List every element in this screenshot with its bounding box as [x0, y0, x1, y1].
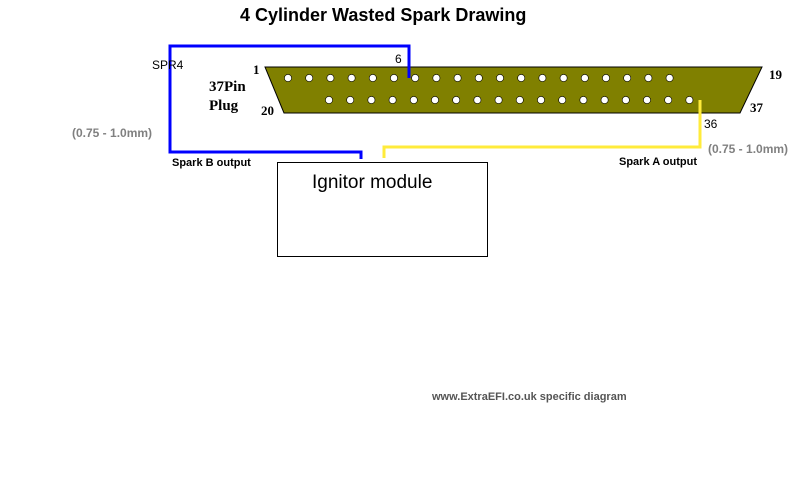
connector-pin-27: [473, 96, 482, 104]
connector-pin-36: [664, 96, 673, 104]
connector-pin-4: [347, 74, 356, 82]
connector-pin-31: [558, 96, 567, 104]
spark-b-output-label: Spark B output: [172, 157, 251, 169]
connector-pin-22: [367, 96, 376, 104]
connector-pin-24: [409, 96, 418, 104]
connector-pin-13: [538, 74, 547, 82]
connector-pin-12: [517, 74, 526, 82]
connector-pin-18: [644, 74, 653, 82]
connector-pin-10: [474, 74, 483, 82]
connector-pin-3: [326, 74, 335, 82]
connector-pin-2: [305, 74, 314, 82]
spr4-signal-label: SPR4: [152, 58, 184, 72]
connector-pin-21: [346, 96, 355, 104]
pin-20-label: 20: [261, 103, 274, 118]
connector-pin-15: [580, 74, 589, 82]
connector-pin-17: [623, 74, 632, 82]
connector-pin-23: [388, 96, 397, 104]
connector-pin-35: [643, 96, 651, 104]
connector-pin-28: [494, 96, 503, 104]
connector-pin-16: [602, 74, 610, 82]
spark-a-output-label: Spark A output: [619, 156, 698, 168]
ignitor-module-label: Ignitor module: [312, 172, 433, 193]
source-credit: www.ExtraEFI.co.uk specific diagram: [432, 391, 627, 403]
connector-pin-29: [515, 96, 524, 104]
connector-pin-25: [431, 96, 439, 104]
pin-36-label: 36: [704, 117, 718, 131]
pin-19-label: 19: [769, 67, 782, 82]
diagram-title: 4 Cylinder Wasted Spark Drawing: [240, 5, 527, 25]
pin-6-label: 6: [395, 52, 402, 66]
connector-body: [264, 66, 763, 114]
connector-pin-30: [537, 96, 545, 104]
connector-pin-7: [411, 74, 420, 82]
spark-a-wire-gauge: (0.75 - 1.0mm): [708, 142, 789, 156]
connector-pin-33: [600, 96, 609, 104]
connector-pin-20: [325, 96, 333, 104]
connector-pin-19: [665, 74, 674, 82]
connector-label: 37Pin Plug: [209, 78, 246, 116]
ignitor-module-box: Ignitor module: [277, 162, 488, 257]
connector-pin-1: [284, 74, 292, 82]
connector-pin-34: [621, 96, 630, 104]
connector-pin-5: [368, 74, 377, 82]
spark-b-wire-gauge: (0.75 - 1.0mm): [72, 126, 153, 140]
connector-pin-26: [452, 96, 461, 104]
connector-pin-37: [685, 96, 694, 104]
spark-a-wire: [382, 100, 702, 158]
connector-pin-14: [559, 74, 568, 82]
connector-pin-6: [390, 74, 398, 82]
pin-1-label: 1: [253, 62, 260, 77]
connector-pins: [284, 74, 694, 104]
connector-label-line1: 37Pin: [209, 79, 246, 95]
connector-pin-32: [579, 96, 588, 104]
connector-pin-11: [496, 74, 504, 82]
connector-label-line2: Plug: [209, 98, 239, 114]
connector-pin-8: [432, 74, 441, 82]
spark-b-wire: [168, 44, 411, 159]
connector-pin-9: [453, 74, 462, 82]
pin-37-label: 37: [750, 100, 763, 115]
